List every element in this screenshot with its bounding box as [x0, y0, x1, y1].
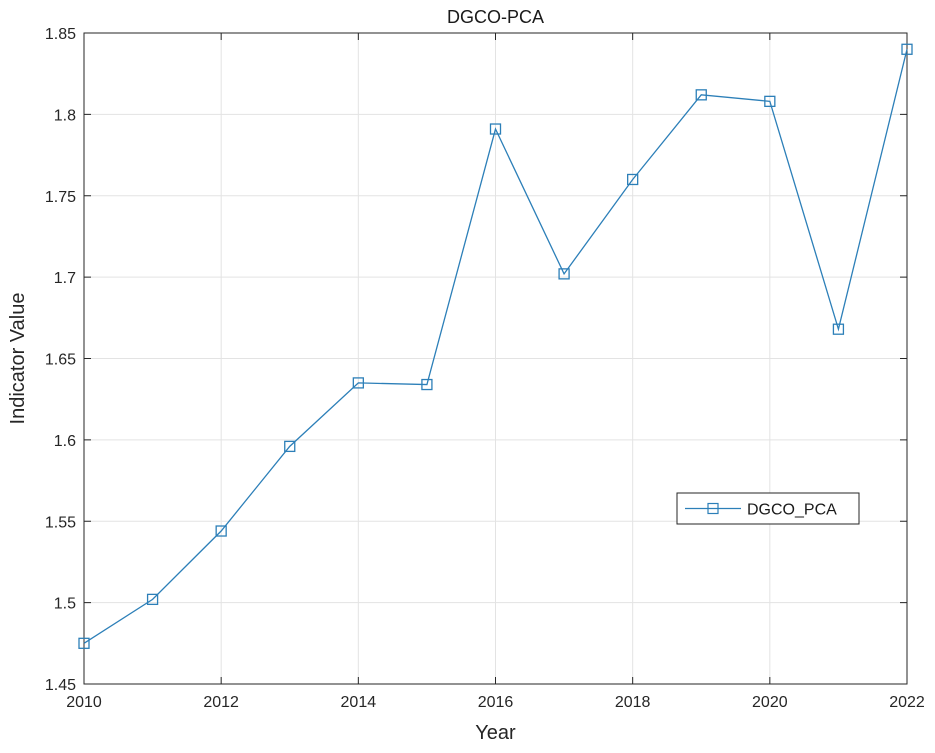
- x-tick-label: 2016: [478, 694, 514, 711]
- x-tick-label: 2020: [752, 694, 788, 711]
- data-point-marker: [352, 377, 364, 389]
- x-tick-label: 2010: [66, 694, 102, 711]
- data-point-marker: [901, 43, 913, 55]
- x-axis-title: Year: [475, 722, 516, 744]
- y-tick-label: 1.7: [54, 270, 76, 287]
- series-layer: [78, 43, 913, 649]
- data-point-marker: [78, 637, 90, 649]
- y-tick-label: 1.55: [45, 514, 76, 531]
- axes: [83, 32, 908, 685]
- y-tick-label: 1.85: [45, 26, 76, 43]
- legend-square-marker: [707, 502, 719, 515]
- data-point-marker: [421, 378, 433, 391]
- chart-title: DGCO-PCA: [447, 7, 544, 27]
- series-line: [83, 49, 908, 644]
- data-point-marker: [832, 323, 845, 335]
- y-tick-label: 1.8: [54, 107, 76, 124]
- y-tick-label: 1.65: [45, 352, 76, 369]
- data-point-marker: [695, 89, 707, 101]
- x-tick-label: 2022: [889, 694, 925, 711]
- x-tick-label: 2018: [615, 694, 651, 711]
- grid: [83, 32, 908, 685]
- legend: DGCO_PCA: [676, 492, 860, 525]
- x-tick-labels: 2010 2012 2014 2016 2018 2020 2022: [66, 694, 925, 711]
- x-tick-label: 2014: [341, 694, 377, 711]
- data-point-marker: [489, 123, 502, 135]
- data-point-marker: [627, 173, 639, 186]
- x-tick-label: 2012: [203, 694, 239, 711]
- y-tick-label: 1.45: [45, 677, 76, 694]
- data-point-marker: [215, 525, 227, 537]
- y-tick-label: 1.6: [54, 433, 76, 450]
- data-point-marker: [558, 268, 570, 280]
- y-tick-label: 1.5: [54, 596, 76, 613]
- data-point-marker: [284, 440, 296, 453]
- y-tick-labels: 1.45 1.5 1.55 1.6 1.65 1.7 1.75 1.8 1.85: [45, 26, 76, 694]
- y-tick-label: 1.75: [45, 189, 76, 206]
- y-axis-title: Indicator Value: [7, 293, 29, 425]
- data-point-marker: [146, 593, 159, 606]
- data-point-marker: [764, 95, 776, 108]
- legend-label: DGCO_PCA: [747, 502, 837, 519]
